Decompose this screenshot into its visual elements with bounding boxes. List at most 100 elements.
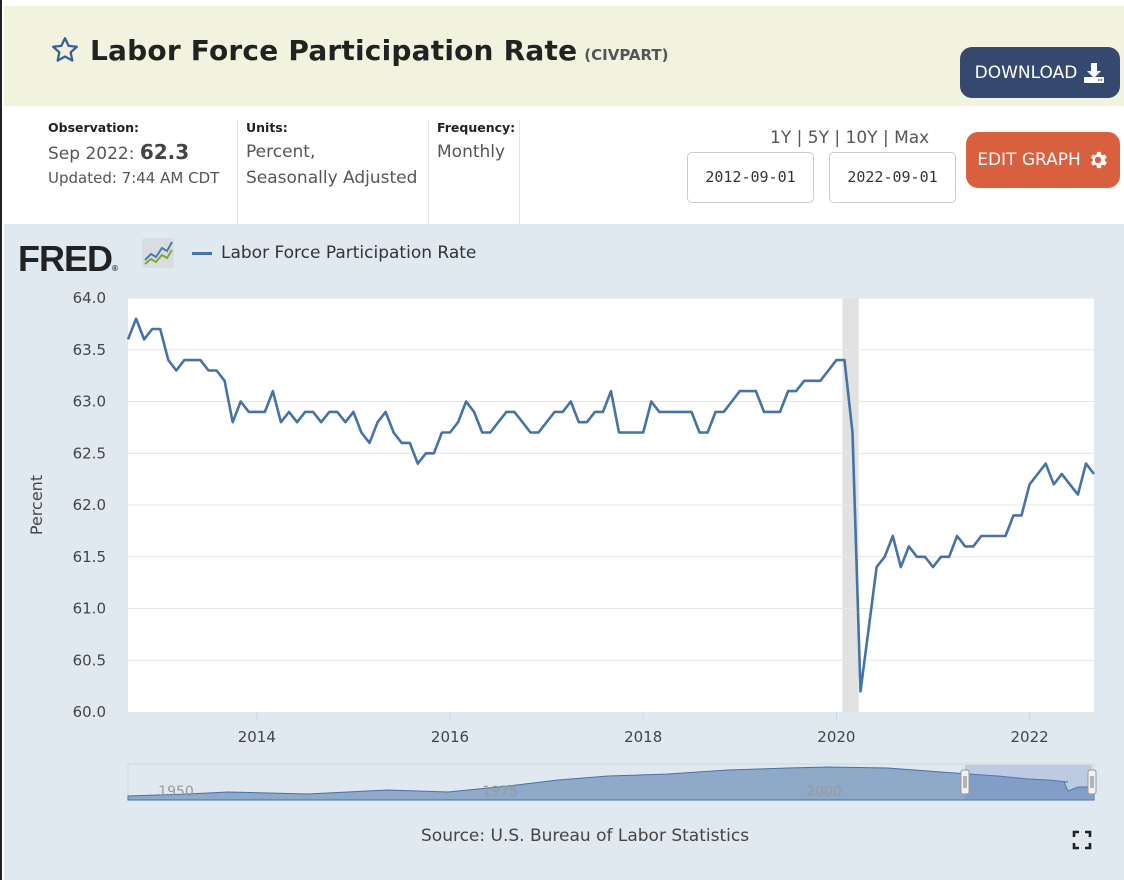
frequency-column: Frequency: Monthly [428,120,520,224]
data-point [786,389,790,393]
data-point [142,337,146,341]
x-tick-label: 2020 [817,728,855,746]
data-point [255,410,259,414]
data-point [778,410,782,414]
observation-date: Sep 2022: [48,144,135,164]
navigator-year-label: 1950 [158,784,194,800]
data-point [859,689,863,693]
data-point [875,565,879,569]
data-point [842,358,846,362]
data-point [448,431,452,435]
data-point [1076,493,1080,497]
y-tick-label: 60.0 [73,703,106,721]
data-point [746,389,750,393]
end-date-input[interactable]: 2022-09-01 [829,152,956,203]
data-point [601,410,605,414]
gear-icon [1090,151,1107,169]
data-point [295,420,299,424]
data-point [867,627,871,631]
data-point [1012,513,1016,517]
data-point [947,555,951,559]
page-title: Labor Force Participation Rate [90,34,578,67]
range-separator: | [796,128,803,148]
data-point [585,420,589,424]
range-1y-link[interactable]: 1Y [770,128,792,148]
y-tick-label: 62.0 [73,496,106,514]
data-point [633,431,637,435]
y-tick-label: 64.0 [73,289,106,307]
title-group: Labor Force Participation Rate (CIVPART) [50,30,669,67]
y-tick-label: 63.5 [73,341,106,359]
data-point [174,368,178,372]
y-tick-label: 61.0 [73,600,106,618]
download-button[interactable]: DOWNLOAD [960,47,1120,98]
navigator-year-label: 1975 [482,784,518,800]
data-point [319,420,323,424]
observation-number: 62.3 [139,140,190,164]
data-point [851,431,855,435]
data-point [738,389,742,393]
data-point [529,431,533,435]
data-point [472,410,476,414]
navigator-left-handle[interactable] [960,769,970,795]
data-point [1036,472,1040,476]
range-10y-link[interactable]: 10Y [845,128,878,148]
data-point [335,410,339,414]
data-point [569,400,573,404]
data-point [794,389,798,393]
data-point [995,534,999,538]
data-point [271,389,275,393]
data-point [416,462,420,466]
data-point [553,410,557,414]
navigator-right-handle[interactable] [1087,769,1097,795]
chart-legend: Labor Force Participation Rate [192,243,476,263]
data-point [1020,513,1024,517]
data-point [351,410,355,414]
range-separator: | [882,128,889,148]
date-range-links: 1Y | 5Y | 10Y | Max [770,128,929,148]
data-point [971,544,975,548]
data-point [158,327,162,331]
data-point [496,420,500,424]
data-point [681,410,685,414]
data-point [561,410,565,414]
units-column: Units: Percent, Seasonally Adjusted [237,120,427,224]
data-point [150,327,154,331]
x-tick-label: 2016 [431,728,469,746]
data-point [488,431,492,435]
range-separator: | [834,128,841,148]
data-point [1092,472,1096,476]
fred-logo-text: FRED [18,238,113,279]
data-point [223,379,227,383]
fred-chart-icon [142,238,174,268]
data-point [593,410,597,414]
data-point [1028,482,1032,486]
observation-label: Observation: [48,120,139,135]
fred-logo: FRED® [18,238,118,280]
data-point [923,555,927,559]
data-point [673,410,677,414]
edit-graph-button[interactable]: EDIT GRAPH [966,132,1120,188]
observation-value: Sep 2022: 62.3 [48,139,219,167]
data-point [915,555,919,559]
navigator-year-label: 2000 [806,784,842,800]
data-point [1044,462,1048,466]
data-point [480,431,484,435]
data-point [545,420,549,424]
data-point [239,400,243,404]
y-axis-label: Percent [27,475,46,535]
data-point [834,358,838,362]
range-max-link[interactable]: Max [894,128,930,148]
start-date-input[interactable]: 2012-09-01 [687,152,814,203]
fullscreen-icon[interactable] [1072,830,1092,850]
star-outline-icon[interactable] [50,35,80,65]
data-point [198,358,202,362]
data-point [368,441,372,445]
line-chart[interactable]: 64.0 63.5 63.0 62.5 62.0 61.5 61.0 60.5 60.0 Perc… [4,224,1124,824]
data-point [327,410,331,414]
range-5y-link[interactable]: 5Y [807,128,829,148]
data-point [657,410,661,414]
data-point [641,431,645,435]
data-point [987,534,991,538]
